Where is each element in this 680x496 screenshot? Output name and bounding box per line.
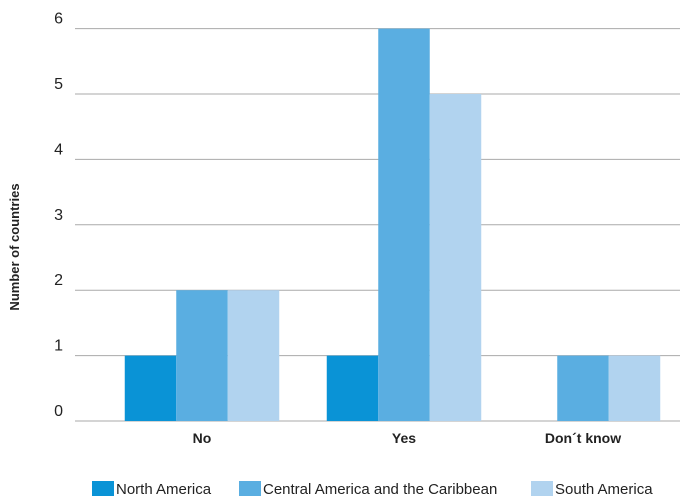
legend-swatch bbox=[92, 481, 114, 496]
x-category-label: No bbox=[193, 430, 212, 446]
bar-north-america-1 bbox=[326, 355, 379, 421]
y-tick-label: 5 bbox=[54, 76, 63, 93]
legend: North America Central America and the Car… bbox=[92, 481, 653, 496]
y-tick-label: 0 bbox=[54, 403, 63, 420]
y-tick-label: 1 bbox=[54, 338, 63, 355]
legend-swatch bbox=[531, 481, 553, 496]
y-tick-label: 3 bbox=[54, 207, 63, 224]
x-category-label: Yes bbox=[392, 430, 416, 446]
y-tick-label: 2 bbox=[54, 272, 63, 289]
y-tick-label: 4 bbox=[54, 141, 63, 158]
y-tick-label: 6 bbox=[54, 11, 63, 28]
bar-central-america-and-the-caribbean-0 bbox=[176, 290, 228, 421]
bar-south-america-2 bbox=[608, 355, 661, 421]
y-axis-title: Number of countries bbox=[7, 183, 22, 310]
bar-south-america-1 bbox=[429, 94, 482, 421]
x-axis-categories: No Yes Don´t know bbox=[193, 430, 622, 446]
legend-label: North America bbox=[116, 481, 212, 496]
bar-south-america-0 bbox=[227, 290, 280, 421]
legend-label: South America bbox=[555, 481, 653, 496]
bars bbox=[124, 28, 661, 421]
x-category-label: Don´t know bbox=[545, 430, 621, 446]
bar-central-america-and-the-caribbean-1 bbox=[378, 28, 430, 421]
bar-north-america-0 bbox=[124, 355, 177, 421]
legend-swatch bbox=[239, 481, 261, 496]
legend-label: Central America and the Caribbean bbox=[263, 481, 497, 496]
y-axis-ticks: 0 1 2 3 4 5 6 bbox=[54, 11, 63, 420]
bar-central-america-and-the-caribbean-2 bbox=[557, 355, 609, 421]
